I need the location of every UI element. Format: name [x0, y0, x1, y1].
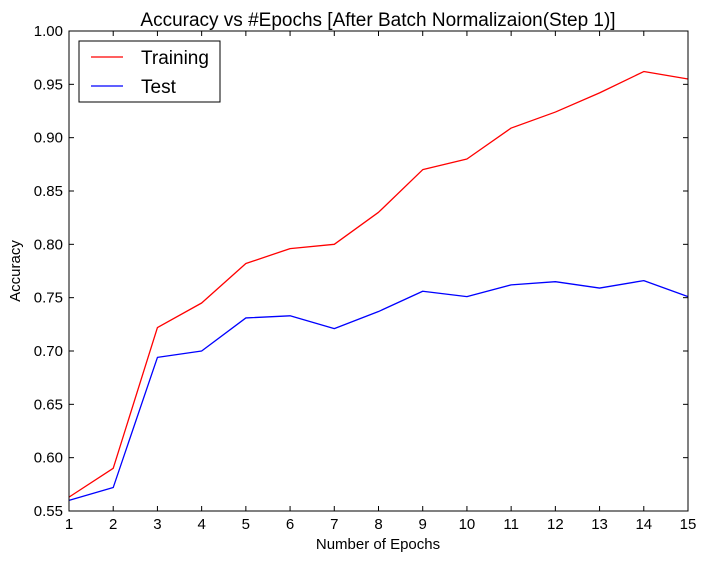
- x-tick-label: 9: [419, 516, 427, 533]
- x-axis-label: Number of Epochs: [316, 536, 440, 553]
- x-tick-label: 4: [197, 516, 205, 533]
- series-line-training: [68, 70, 689, 498]
- plot-area-frame: [68, 30, 689, 512]
- legend-box: [78, 40, 221, 103]
- x-tick-label: 7: [330, 516, 338, 533]
- legend-label-training: Training: [141, 48, 209, 69]
- axis-ticks: 1 2 3 4 5 6 7 8 9 10 11 12 13 14 150.550.600.650.700.7…: [34, 23, 697, 533]
- y-tick-label: 1.00: [34, 23, 63, 40]
- y-tick-label: 0.60: [34, 450, 63, 467]
- legend: Training Test: [78, 40, 221, 103]
- x-tick-label: 15: [680, 516, 697, 533]
- x-tick-label: 2: [109, 516, 117, 533]
- x-tick-label: 11: [503, 516, 519, 533]
- x-tick-label: 13: [591, 516, 608, 533]
- x-tick-label: 10: [459, 516, 476, 533]
- y-tick-label: 0.80: [34, 236, 63, 253]
- series-lines: [68, 70, 689, 501]
- x-tick-label: 5: [242, 516, 250, 533]
- y-tick-label: 0.55: [34, 503, 63, 520]
- y-tick-label: 0.75: [34, 290, 63, 307]
- chart-title: Accuracy vs #Epochs [After Batch Normali…: [140, 10, 615, 31]
- series-line-test: [68, 279, 689, 501]
- x-tick-label: 8: [374, 516, 382, 533]
- x-tick-label: 1: [65, 516, 73, 533]
- y-tick-label: 0.65: [34, 396, 63, 413]
- y-tick-label: 0.85: [34, 183, 63, 200]
- y-tick-label: 0.90: [34, 130, 63, 147]
- y-tick-label: 0.95: [34, 76, 63, 93]
- y-tick-label: 0.70: [34, 343, 63, 360]
- x-tick-label: 6: [286, 516, 294, 533]
- x-tick-label: 3: [153, 516, 161, 533]
- x-tick-label: 12: [547, 516, 564, 533]
- y-axis-label: Accuracy: [7, 240, 24, 302]
- legend-label-test: Test: [141, 77, 177, 98]
- x-tick-label: 14: [635, 516, 652, 533]
